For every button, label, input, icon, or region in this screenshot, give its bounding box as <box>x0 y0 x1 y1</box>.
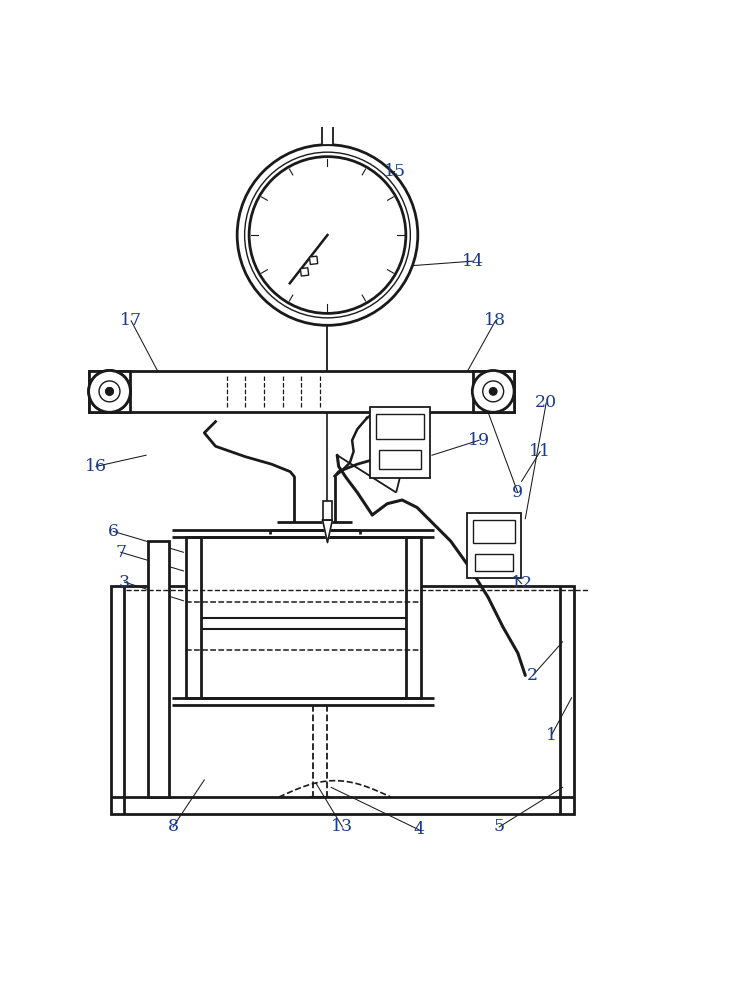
Text: 2: 2 <box>527 667 538 684</box>
Circle shape <box>249 157 406 313</box>
Circle shape <box>106 388 114 395</box>
Text: 9: 9 <box>512 484 523 501</box>
Text: 15: 15 <box>384 163 406 180</box>
Circle shape <box>237 145 418 325</box>
Text: 4: 4 <box>414 821 425 838</box>
Bar <box>148 541 169 797</box>
Circle shape <box>89 370 130 412</box>
Text: 8: 8 <box>168 818 178 835</box>
Text: 5: 5 <box>493 818 505 835</box>
Bar <box>323 501 332 520</box>
Circle shape <box>106 388 114 395</box>
Bar <box>467 513 521 578</box>
Circle shape <box>490 388 497 395</box>
Bar <box>300 268 309 276</box>
Circle shape <box>244 152 411 318</box>
Circle shape <box>99 381 120 402</box>
Text: 20: 20 <box>535 394 557 411</box>
Circle shape <box>483 381 504 402</box>
Bar <box>314 102 341 115</box>
Text: 18: 18 <box>484 312 506 329</box>
Bar <box>473 520 515 543</box>
Bar <box>89 371 129 412</box>
Bar <box>186 537 421 698</box>
Bar <box>309 256 318 264</box>
Text: 6: 6 <box>108 523 119 540</box>
Bar <box>111 586 574 814</box>
Text: 13: 13 <box>332 818 353 835</box>
Text: 11: 11 <box>529 443 551 460</box>
Circle shape <box>472 370 514 412</box>
Bar <box>322 111 333 145</box>
Text: 17: 17 <box>120 312 142 329</box>
Text: 16: 16 <box>85 458 107 475</box>
Bar <box>376 414 424 439</box>
Text: 1: 1 <box>546 727 557 744</box>
Bar <box>370 407 429 478</box>
Text: 7: 7 <box>115 544 126 561</box>
Text: 3: 3 <box>119 574 130 591</box>
Circle shape <box>89 370 130 412</box>
Text: 19: 19 <box>468 432 490 449</box>
Bar <box>89 371 514 412</box>
Bar <box>473 371 514 412</box>
Text: 14: 14 <box>462 253 484 270</box>
Text: 12: 12 <box>511 575 532 592</box>
Circle shape <box>99 381 120 402</box>
Bar <box>379 450 421 469</box>
Bar <box>475 554 514 571</box>
Polygon shape <box>323 520 332 543</box>
